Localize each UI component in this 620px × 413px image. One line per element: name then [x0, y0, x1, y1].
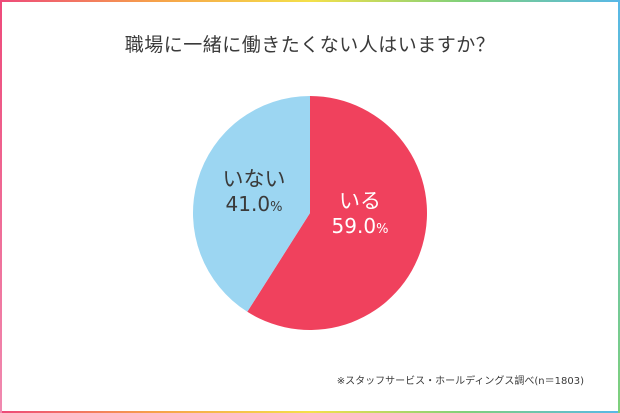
slice-value-yes: 59.0 — [331, 214, 377, 239]
slice-unit-no: % — [270, 200, 283, 216]
border-bottom — [0, 411, 620, 413]
border-right — [618, 0, 620, 413]
pie-slice-yes — [247, 96, 428, 330]
pie-slice-no — [192, 96, 310, 312]
slice-label-yes: いる 59.0% — [320, 188, 400, 239]
slice-name-no: いない — [222, 167, 286, 191]
border-left — [0, 0, 2, 413]
slice-name-yes: いる — [339, 189, 381, 213]
source-note: ※スタッフサービス・ホールディングス調べ(n＝1803) — [336, 376, 584, 387]
slice-unit-yes: % — [376, 222, 389, 238]
slice-label-no: いない 41.0% — [214, 166, 294, 217]
slice-value-no: 41.0 — [225, 192, 271, 217]
border-top — [0, 0, 620, 2]
chart-title: 職場に一緒に働きたくない人はいますか？ — [124, 34, 496, 56]
